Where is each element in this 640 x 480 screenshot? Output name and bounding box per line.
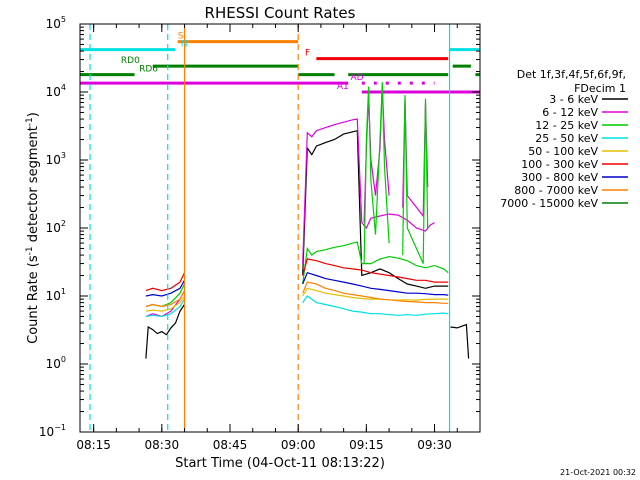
legend-label: 7000 - 15000 keV bbox=[500, 197, 598, 210]
y-tick-label: 10−1 bbox=[39, 423, 66, 439]
y-tick-label: 100 bbox=[46, 355, 66, 371]
legend-label: 800 - 7000 keV bbox=[514, 184, 598, 197]
legend-label: 6 - 12 keV bbox=[542, 106, 598, 119]
series-line-4-1 bbox=[302, 287, 449, 301]
series-lines bbox=[145, 82, 470, 359]
flag-bars: SNFRD0RD6ADA1 bbox=[80, 32, 480, 94]
x-tick-label: 09:00 bbox=[281, 438, 316, 452]
series-line-2-1 bbox=[302, 241, 449, 285]
series-line-3-0 bbox=[145, 298, 186, 318]
timestamp: 21-Oct-2021 00:32 bbox=[560, 468, 636, 477]
x-tick-label: 09:30 bbox=[417, 438, 452, 452]
series-line-6-1 bbox=[302, 271, 449, 296]
y-axis-label: Count Rate (s-1 detector segment-1) bbox=[25, 112, 41, 344]
series-line-7-0 bbox=[145, 290, 186, 308]
flag-label-rd6: RD6 bbox=[139, 65, 158, 75]
legend-label: 3 - 6 keV bbox=[549, 93, 598, 106]
plot-frame bbox=[79, 23, 481, 433]
series-line-1-1 bbox=[302, 118, 435, 264]
series-line-6-0 bbox=[145, 280, 186, 297]
y-tick-label: 103 bbox=[46, 151, 66, 167]
x-tick-label: 08:15 bbox=[76, 438, 111, 452]
flag-label-f: F bbox=[305, 49, 310, 59]
flag-label-ad: AD bbox=[350, 73, 363, 83]
series-line-0-2 bbox=[450, 323, 470, 359]
x-tick-label: 08:30 bbox=[145, 438, 180, 452]
legend-header-detectors: Det 1f,3f,4f,5f,6f,9f, bbox=[517, 68, 626, 81]
legend-label: 300 - 800 keV bbox=[521, 171, 598, 184]
series-line-3-1 bbox=[302, 295, 449, 316]
y-tick-label: 102 bbox=[46, 219, 66, 235]
x-axis-label: Start Time (04-Oct-11 08:13:22) bbox=[175, 456, 385, 471]
series-line-2-3 bbox=[402, 95, 429, 264]
legend: Det 1f,3f,4f,5f,6f,9f, FDecim 1 3 - 6 ke… bbox=[500, 68, 628, 210]
series-line-5-0 bbox=[145, 272, 186, 292]
y-tick-label: 104 bbox=[46, 83, 66, 99]
legend-label: 50 - 100 keV bbox=[528, 145, 598, 158]
x-tick-label: 08:45 bbox=[213, 438, 248, 452]
axes: 08:15 08:30 08:45 09:00 09:15 09:30 10−1 100 101… bbox=[39, 15, 481, 452]
series-line-0-1 bbox=[302, 129, 449, 289]
series-line-5-1 bbox=[302, 258, 449, 283]
chart-title: RHESSI Count Rates bbox=[205, 4, 356, 22]
legend-label: 12 - 25 keV bbox=[535, 119, 598, 132]
y-tick-label: 105 bbox=[46, 15, 66, 31]
time-markers bbox=[89, 24, 451, 432]
legend-label: 100 - 300 keV bbox=[521, 158, 598, 171]
series-line-0-0 bbox=[145, 304, 185, 359]
y-tick-label: 101 bbox=[46, 287, 66, 303]
series-line-2-2 bbox=[363, 82, 390, 264]
flag-label-a1: A1 bbox=[337, 82, 349, 92]
series-line-4-0 bbox=[145, 295, 185, 312]
flag-label-rd0: RD0 bbox=[121, 56, 140, 66]
x-tick-label: 09:15 bbox=[349, 438, 384, 452]
flag-label-s: S bbox=[178, 32, 184, 42]
series-line-7-1 bbox=[302, 281, 449, 304]
legend-header-decimation: FDecim 1 bbox=[574, 82, 626, 95]
legend-label: 25 - 50 keV bbox=[535, 132, 598, 145]
